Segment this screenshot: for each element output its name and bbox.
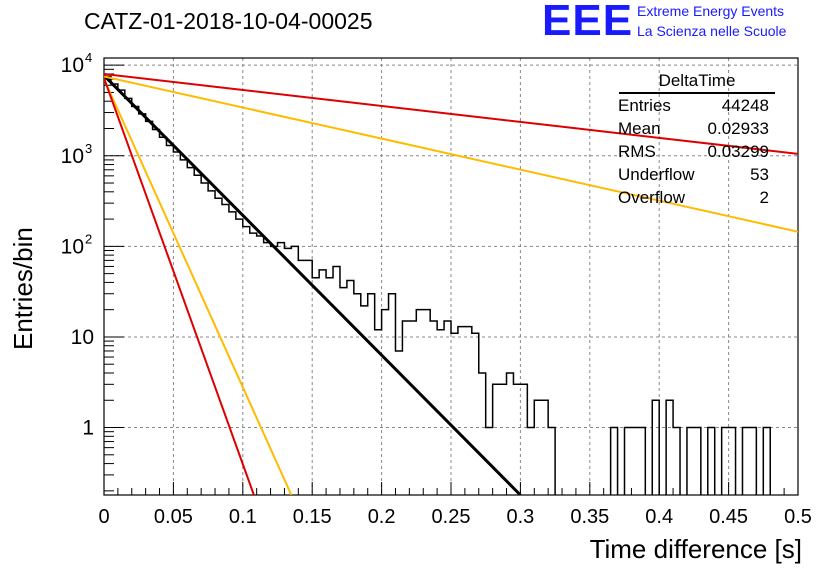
stats-title: DeltaTime — [619, 70, 775, 94]
stats-value: 2 — [759, 188, 769, 207]
x-tick-label: 0.5 — [784, 506, 812, 528]
x-tick-label: 0 — [98, 506, 109, 528]
x-tick-label: 0.15 — [293, 506, 332, 528]
stats-row: Mean 0.02933 — [611, 117, 775, 140]
stats-row: Underflow 53 — [611, 163, 775, 186]
stats-row: Entries 44248 — [611, 94, 775, 117]
logo-line-1: Extreme Energy Events — [637, 3, 785, 19]
stats-label: Overflow — [618, 188, 686, 207]
x-tick-label: 0.45 — [709, 506, 748, 528]
stats-value: 44248 — [721, 96, 769, 115]
y-tick-label: 10 — [71, 326, 94, 349]
y-tick-label: 1 — [82, 417, 94, 440]
stats-label: Entries — [618, 96, 671, 115]
fit-line-red — [104, 77, 255, 495]
fit-line-orange — [104, 75, 798, 233]
stats-row: RMS 0.03299 — [611, 140, 775, 163]
stats-label: Underflow — [618, 165, 695, 184]
y-tick-label: 10 — [61, 54, 84, 77]
histogram-series — [104, 75, 771, 495]
y-tick-exponent: 2 — [85, 231, 92, 246]
y-tick-exponent: 4 — [85, 50, 92, 65]
chart-title: CATZ-01-2018-10-04-00025 — [84, 8, 373, 34]
x-tick-label: 0.35 — [570, 506, 609, 528]
y-tick-label: 10 — [61, 145, 84, 168]
fit-line-black — [104, 74, 522, 495]
fit-line-orange — [104, 78, 293, 495]
x-tick-label: 0.2 — [368, 506, 396, 528]
stats-value: 53 — [750, 165, 769, 184]
x-tick-label: 0.3 — [506, 506, 534, 528]
x-tick-label: 0.4 — [645, 506, 673, 528]
x-tick-label: 0.1 — [229, 506, 257, 528]
stats-value: 0.03299 — [707, 142, 769, 161]
x-tick-label: 0.05 — [154, 506, 193, 528]
y-axis-label: Entries/bin — [8, 227, 38, 350]
y-tick-exponent: 3 — [85, 141, 92, 156]
stats-value: 0.02933 — [707, 119, 769, 138]
x-axis-label: Time difference [s] — [589, 534, 802, 564]
stats-label: Mean — [618, 119, 661, 138]
fit-line-red — [104, 72, 798, 155]
logo-line-2: La Scienza nelle Scuole — [637, 23, 787, 39]
eee-logo: EEE — [542, 0, 634, 45]
x-tick-label: 0.25 — [432, 506, 471, 528]
stats-label: RMS — [618, 142, 656, 161]
stats-row: Overflow 2 — [611, 186, 775, 209]
stats-box: DeltaTime Entries 44248 Mean 0.02933 RMS 0.… — [611, 70, 775, 209]
y-tick-label: 10 — [61, 235, 84, 258]
